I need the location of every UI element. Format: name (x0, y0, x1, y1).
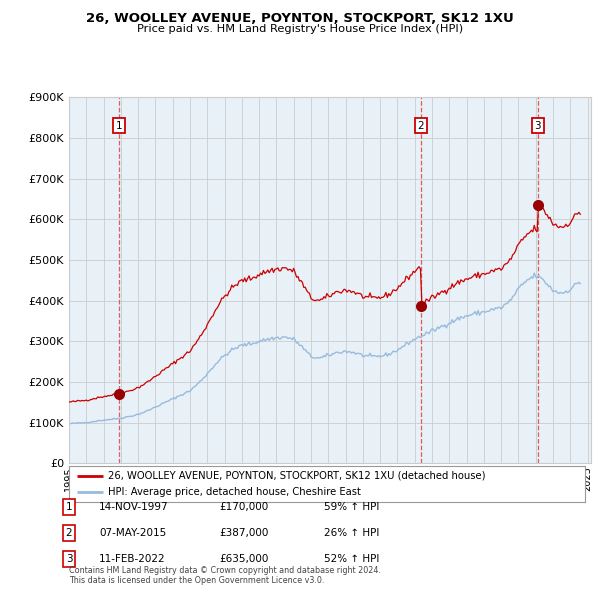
Text: 1: 1 (115, 121, 122, 131)
Text: Price paid vs. HM Land Registry's House Price Index (HPI): Price paid vs. HM Land Registry's House … (137, 24, 463, 34)
Text: £170,000: £170,000 (219, 503, 268, 512)
Text: 59% ↑ HPI: 59% ↑ HPI (324, 503, 379, 512)
Text: 07-MAY-2015: 07-MAY-2015 (99, 529, 166, 538)
Text: £387,000: £387,000 (219, 529, 268, 538)
Text: 52% ↑ HPI: 52% ↑ HPI (324, 555, 379, 564)
Text: 3: 3 (535, 121, 541, 131)
Text: Contains HM Land Registry data © Crown copyright and database right 2024.
This d: Contains HM Land Registry data © Crown c… (69, 566, 381, 585)
Text: 14-NOV-1997: 14-NOV-1997 (99, 503, 169, 512)
Text: HPI: Average price, detached house, Cheshire East: HPI: Average price, detached house, Ches… (108, 487, 361, 497)
Text: 2: 2 (418, 121, 424, 131)
Text: 3: 3 (65, 555, 73, 564)
Text: 26, WOOLLEY AVENUE, POYNTON, STOCKPORT, SK12 1XU: 26, WOOLLEY AVENUE, POYNTON, STOCKPORT, … (86, 12, 514, 25)
Text: 26, WOOLLEY AVENUE, POYNTON, STOCKPORT, SK12 1XU (detached house): 26, WOOLLEY AVENUE, POYNTON, STOCKPORT, … (108, 471, 485, 481)
Text: 26% ↑ HPI: 26% ↑ HPI (324, 529, 379, 538)
Text: 11-FEB-2022: 11-FEB-2022 (99, 555, 166, 564)
Text: 2: 2 (65, 529, 73, 538)
Text: 1: 1 (65, 503, 73, 512)
Text: £635,000: £635,000 (219, 555, 268, 564)
